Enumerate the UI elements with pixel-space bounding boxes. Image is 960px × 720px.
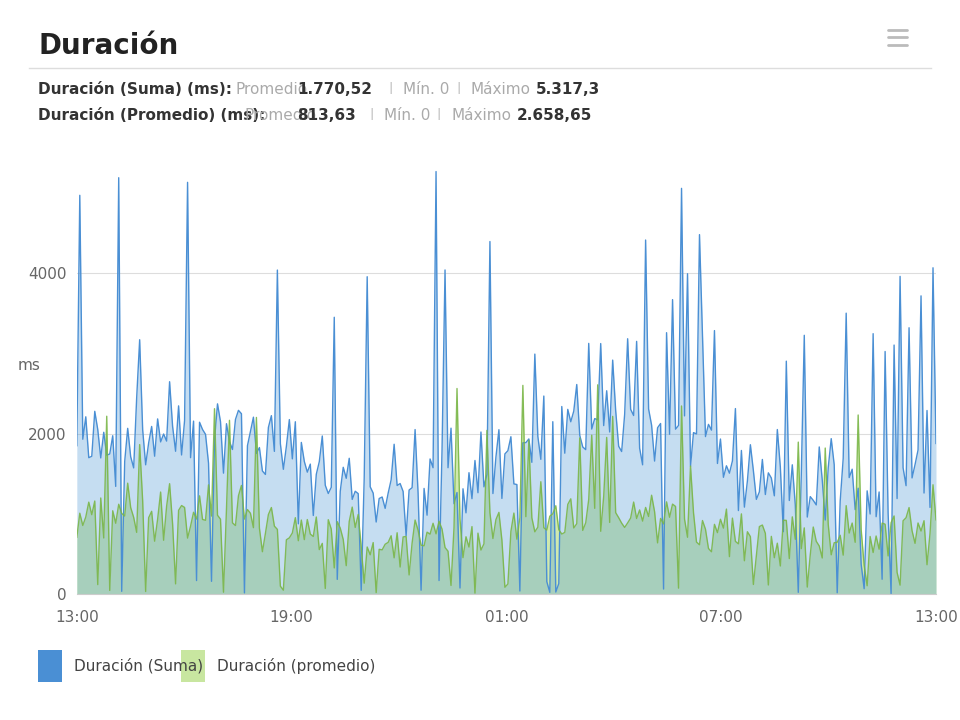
Text: I: I (456, 83, 461, 97)
Text: Máximo: Máximo (470, 83, 530, 97)
Text: Duración: Duración (38, 32, 179, 60)
Text: Promedio: Promedio (245, 108, 317, 122)
Text: Máximo: Máximo (451, 108, 511, 122)
Text: 2.658,65: 2.658,65 (516, 108, 592, 122)
Text: Duración (Suma) (ms):: Duración (Suma) (ms): (38, 83, 232, 97)
Text: Duración (Suma): Duración (Suma) (74, 658, 204, 674)
Text: 813,63: 813,63 (298, 108, 356, 122)
Text: I: I (389, 83, 394, 97)
Bar (181, 649, 204, 683)
Text: Duración (promedio): Duración (promedio) (217, 658, 375, 674)
Y-axis label: ms: ms (18, 358, 41, 373)
Text: Promedio: Promedio (235, 83, 307, 97)
Text: I: I (370, 108, 374, 122)
Bar (38, 649, 62, 683)
Text: I: I (437, 108, 442, 122)
Text: 5.317,3: 5.317,3 (536, 83, 600, 97)
Text: Duración (Promedio) (ms):: Duración (Promedio) (ms): (38, 108, 266, 122)
Text: Mín. 0: Mín. 0 (384, 108, 430, 122)
Text: Mín. 0: Mín. 0 (403, 83, 449, 97)
Text: 1.770,52: 1.770,52 (298, 83, 372, 97)
